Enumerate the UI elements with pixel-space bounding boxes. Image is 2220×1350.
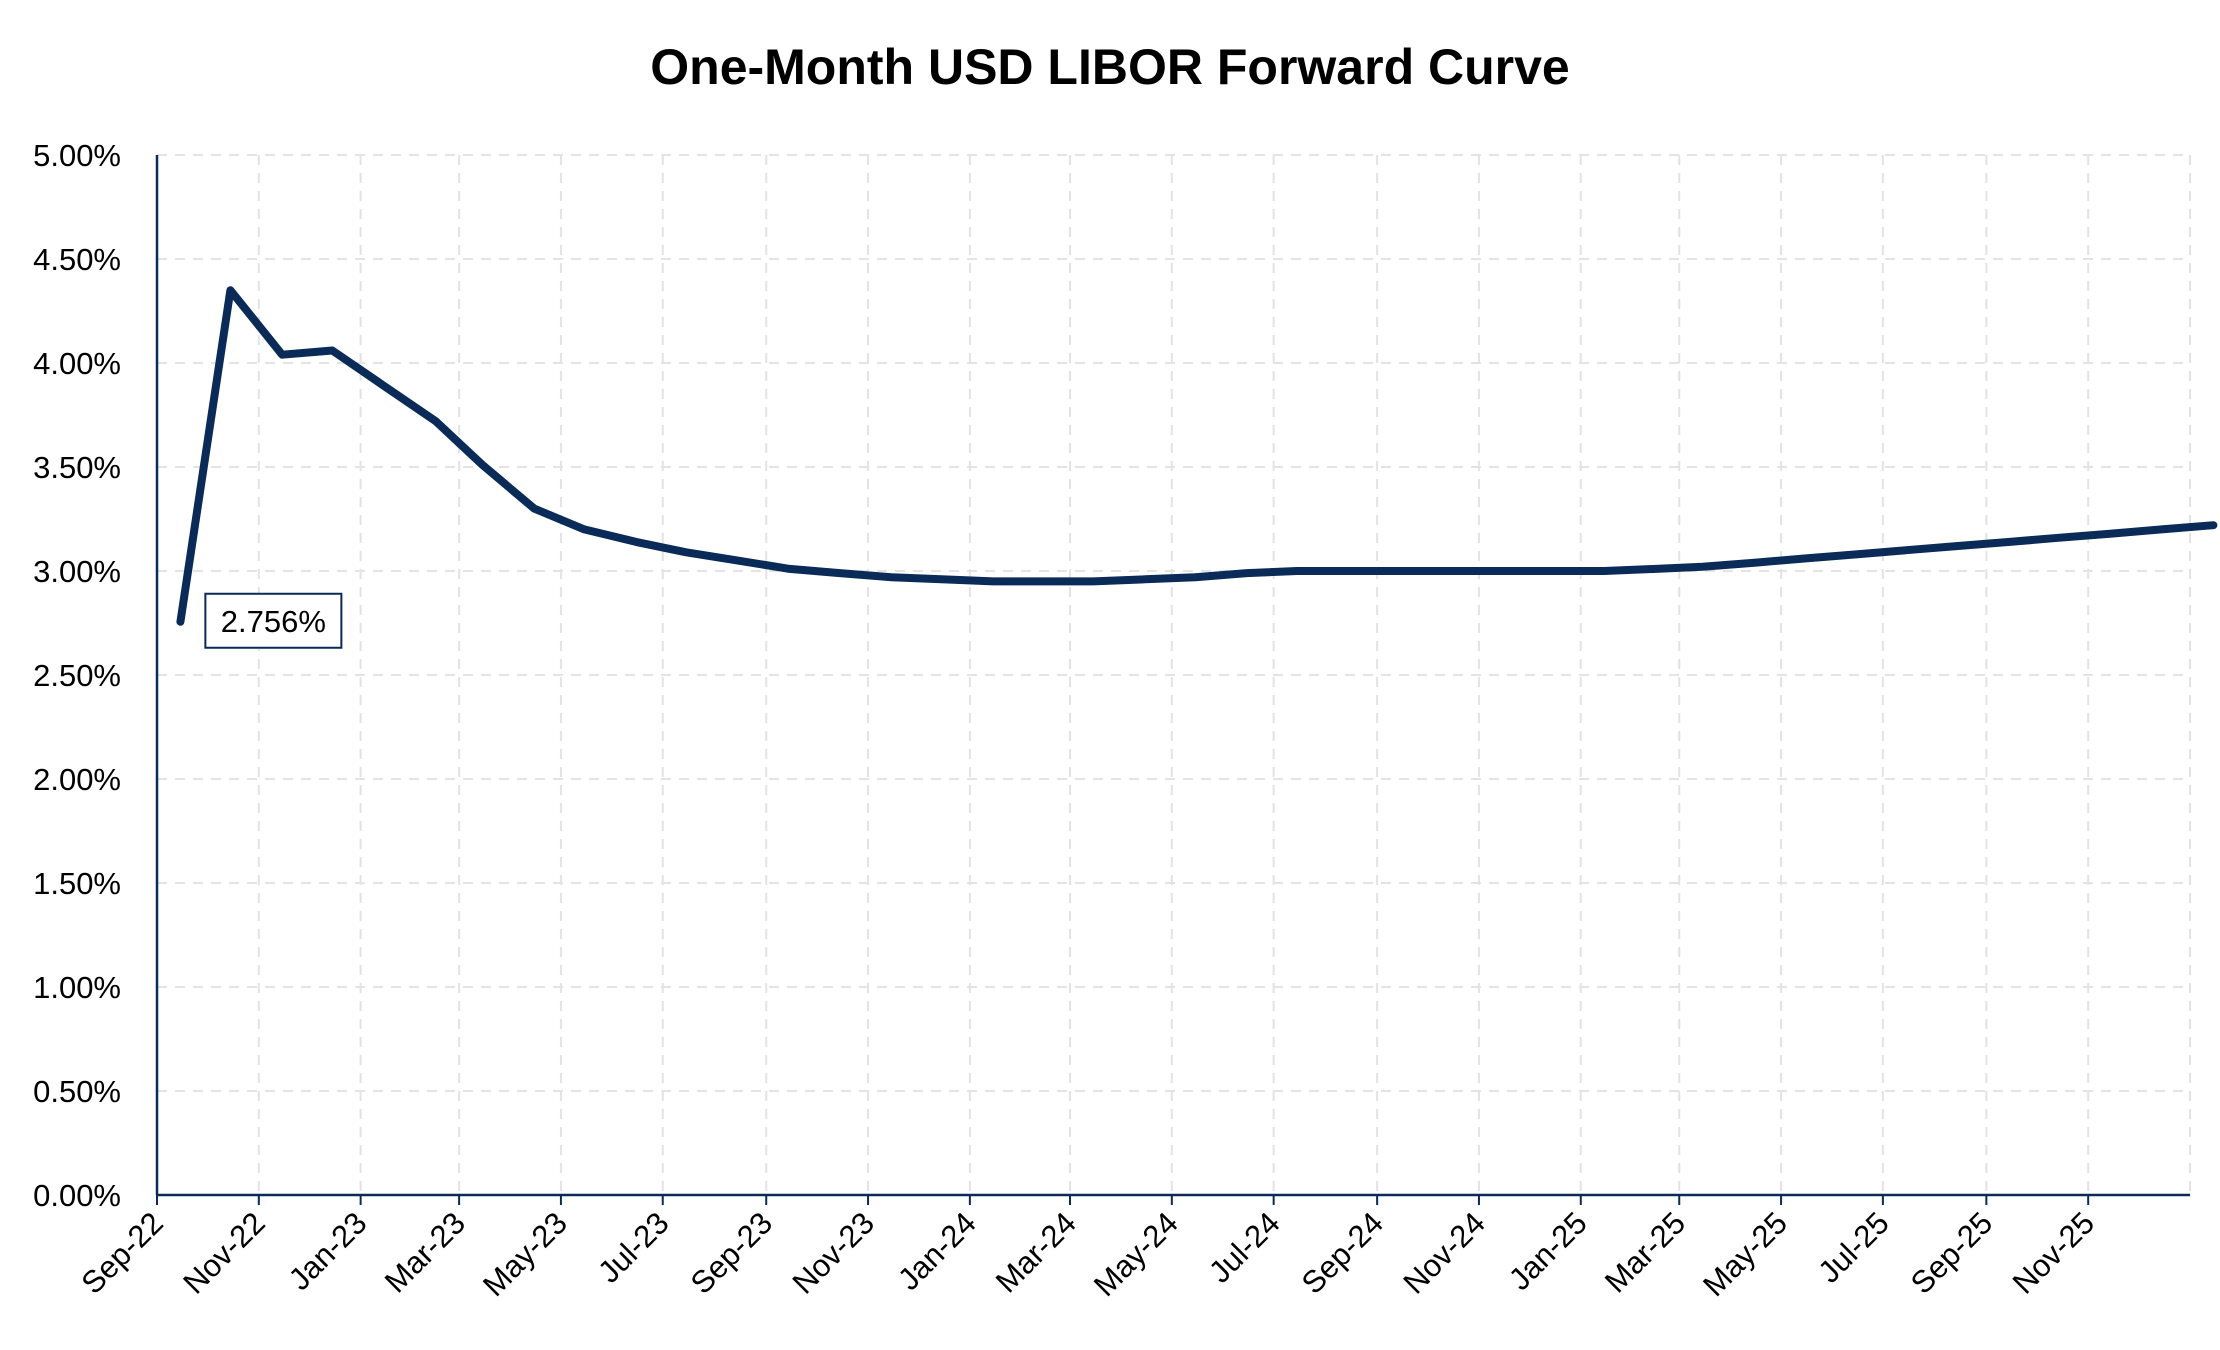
x-tick-label: Sep-24 bbox=[1295, 1205, 1390, 1300]
y-tick-label: 4.50% bbox=[33, 242, 121, 277]
x-tick-label: Jul-24 bbox=[1202, 1205, 1286, 1289]
y-tick-label: 1.00% bbox=[33, 970, 121, 1005]
grid bbox=[156, 154, 2191, 1195]
series-line bbox=[176, 286, 2218, 626]
x-tick-label: May-25 bbox=[1696, 1205, 1794, 1303]
x-axis-ticks: Sep-22 Nov-22 Jan-23 Mar-23 May-23 Jul-23 Sep-… bbox=[75, 1205, 2102, 1303]
y-tick-label: 0.50% bbox=[33, 1074, 121, 1109]
data-label: 2.756% bbox=[221, 604, 326, 639]
x-tick-label: Nov-24 bbox=[1396, 1205, 1491, 1300]
axes bbox=[155, 155, 2190, 1205]
x-tick-label: Mar-24 bbox=[989, 1205, 1083, 1299]
y-tick-label: 3.50% bbox=[33, 450, 121, 485]
series bbox=[176, 286, 2218, 626]
y-tick-label: 3.00% bbox=[33, 554, 121, 589]
x-tick-label: Jul-23 bbox=[591, 1205, 675, 1289]
x-tick-label: Sep-23 bbox=[684, 1205, 779, 1300]
x-tick-label: Mar-25 bbox=[1598, 1205, 1692, 1299]
x-tick-label: Jan-25 bbox=[1502, 1205, 1594, 1297]
y-tick-label: 0.00% bbox=[33, 1178, 121, 1213]
data-labels: 2.756% bbox=[204, 592, 343, 649]
chart-title: One-Month USD LIBOR Forward Curve bbox=[650, 39, 1570, 95]
x-tick-label: Nov-22 bbox=[176, 1205, 271, 1300]
x-tick-label: Sep-25 bbox=[1904, 1205, 1999, 1300]
x-tick-label: Jan-24 bbox=[891, 1205, 983, 1297]
y-tick-label: 4.00% bbox=[33, 346, 121, 381]
y-tick-label: 2.00% bbox=[33, 762, 121, 797]
y-axis-ticks: 0.00% 0.50% 1.00% 1.50% 2.00% 2.50% 3.00% 3.50%… bbox=[33, 138, 121, 1213]
x-tick-label: Mar-23 bbox=[378, 1205, 472, 1299]
x-tick-label: May-23 bbox=[476, 1205, 574, 1303]
x-tick-label: Jan-23 bbox=[282, 1205, 374, 1297]
x-tick-label: Nov-25 bbox=[2006, 1205, 2101, 1300]
y-tick-label: 2.50% bbox=[33, 658, 121, 693]
x-tick-label: May-24 bbox=[1087, 1205, 1185, 1303]
data-label-box bbox=[204, 592, 343, 649]
x-tick-label: Sep-22 bbox=[75, 1205, 170, 1300]
x-tick-label: Nov-23 bbox=[786, 1205, 881, 1300]
y-tick-label: 5.00% bbox=[33, 138, 121, 173]
x-tick-label: Jul-25 bbox=[1811, 1205, 1895, 1289]
y-tick-label: 1.50% bbox=[33, 866, 121, 901]
